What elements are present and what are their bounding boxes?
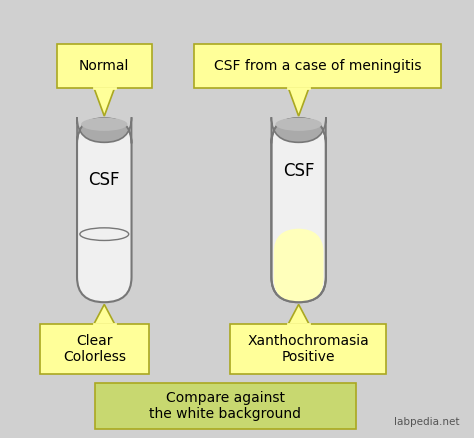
Text: CSF: CSF	[89, 170, 120, 189]
FancyBboxPatch shape	[271, 117, 326, 144]
Polygon shape	[94, 304, 115, 324]
FancyBboxPatch shape	[274, 229, 323, 302]
Text: labpedia.net: labpedia.net	[394, 417, 460, 427]
FancyBboxPatch shape	[57, 44, 152, 88]
Text: Xanthochromasia
Positive: Xanthochromasia Positive	[247, 334, 369, 364]
Ellipse shape	[81, 118, 128, 131]
FancyBboxPatch shape	[95, 383, 356, 429]
FancyBboxPatch shape	[271, 118, 326, 302]
Ellipse shape	[275, 118, 322, 131]
FancyBboxPatch shape	[230, 324, 386, 374]
Polygon shape	[288, 88, 309, 116]
FancyBboxPatch shape	[194, 44, 441, 88]
FancyBboxPatch shape	[77, 117, 132, 144]
Text: Compare against
the white background: Compare against the white background	[149, 391, 301, 421]
Polygon shape	[94, 88, 115, 116]
Text: Clear
Colorless: Clear Colorless	[64, 334, 126, 364]
Polygon shape	[288, 304, 309, 324]
FancyBboxPatch shape	[77, 118, 132, 302]
FancyBboxPatch shape	[40, 324, 149, 374]
Text: Normal: Normal	[79, 59, 129, 73]
Text: CSF from a case of meningitis: CSF from a case of meningitis	[214, 59, 421, 73]
Text: CSF: CSF	[283, 162, 314, 180]
